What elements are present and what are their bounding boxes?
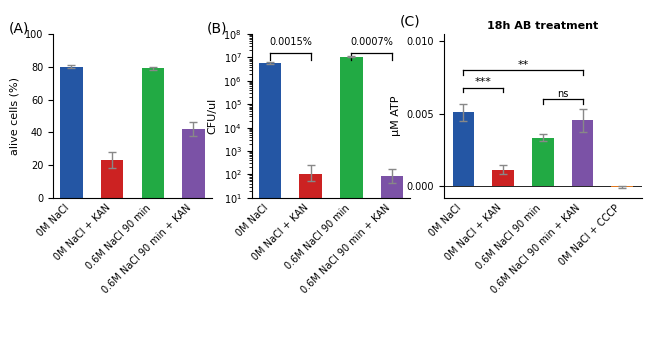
Text: 0.0007%: 0.0007% bbox=[350, 38, 393, 47]
Bar bbox=[142, 69, 164, 198]
Y-axis label: μM ATP: μM ATP bbox=[391, 96, 401, 136]
Text: ***: *** bbox=[475, 77, 492, 87]
Y-axis label: CFU/ul: CFU/ul bbox=[208, 98, 218, 134]
Bar bbox=[259, 63, 281, 341]
Bar bbox=[493, 169, 514, 186]
Y-axis label: alive cells (%): alive cells (%) bbox=[9, 77, 19, 155]
Bar bbox=[571, 120, 593, 186]
Bar bbox=[381, 176, 403, 341]
Bar bbox=[182, 129, 205, 198]
Bar bbox=[611, 186, 633, 187]
Title: 18h AB treatment: 18h AB treatment bbox=[487, 20, 598, 31]
Text: (A): (A) bbox=[9, 21, 29, 35]
Bar bbox=[299, 174, 322, 341]
Text: ns: ns bbox=[557, 89, 569, 99]
Bar bbox=[60, 67, 83, 198]
Text: (C): (C) bbox=[400, 14, 420, 28]
Bar bbox=[101, 160, 123, 198]
Bar bbox=[532, 138, 553, 186]
Bar bbox=[340, 57, 363, 341]
Text: (B): (B) bbox=[207, 21, 228, 35]
Bar bbox=[453, 112, 475, 186]
Text: 0.0015%: 0.0015% bbox=[269, 38, 312, 47]
Text: **: ** bbox=[518, 60, 529, 70]
